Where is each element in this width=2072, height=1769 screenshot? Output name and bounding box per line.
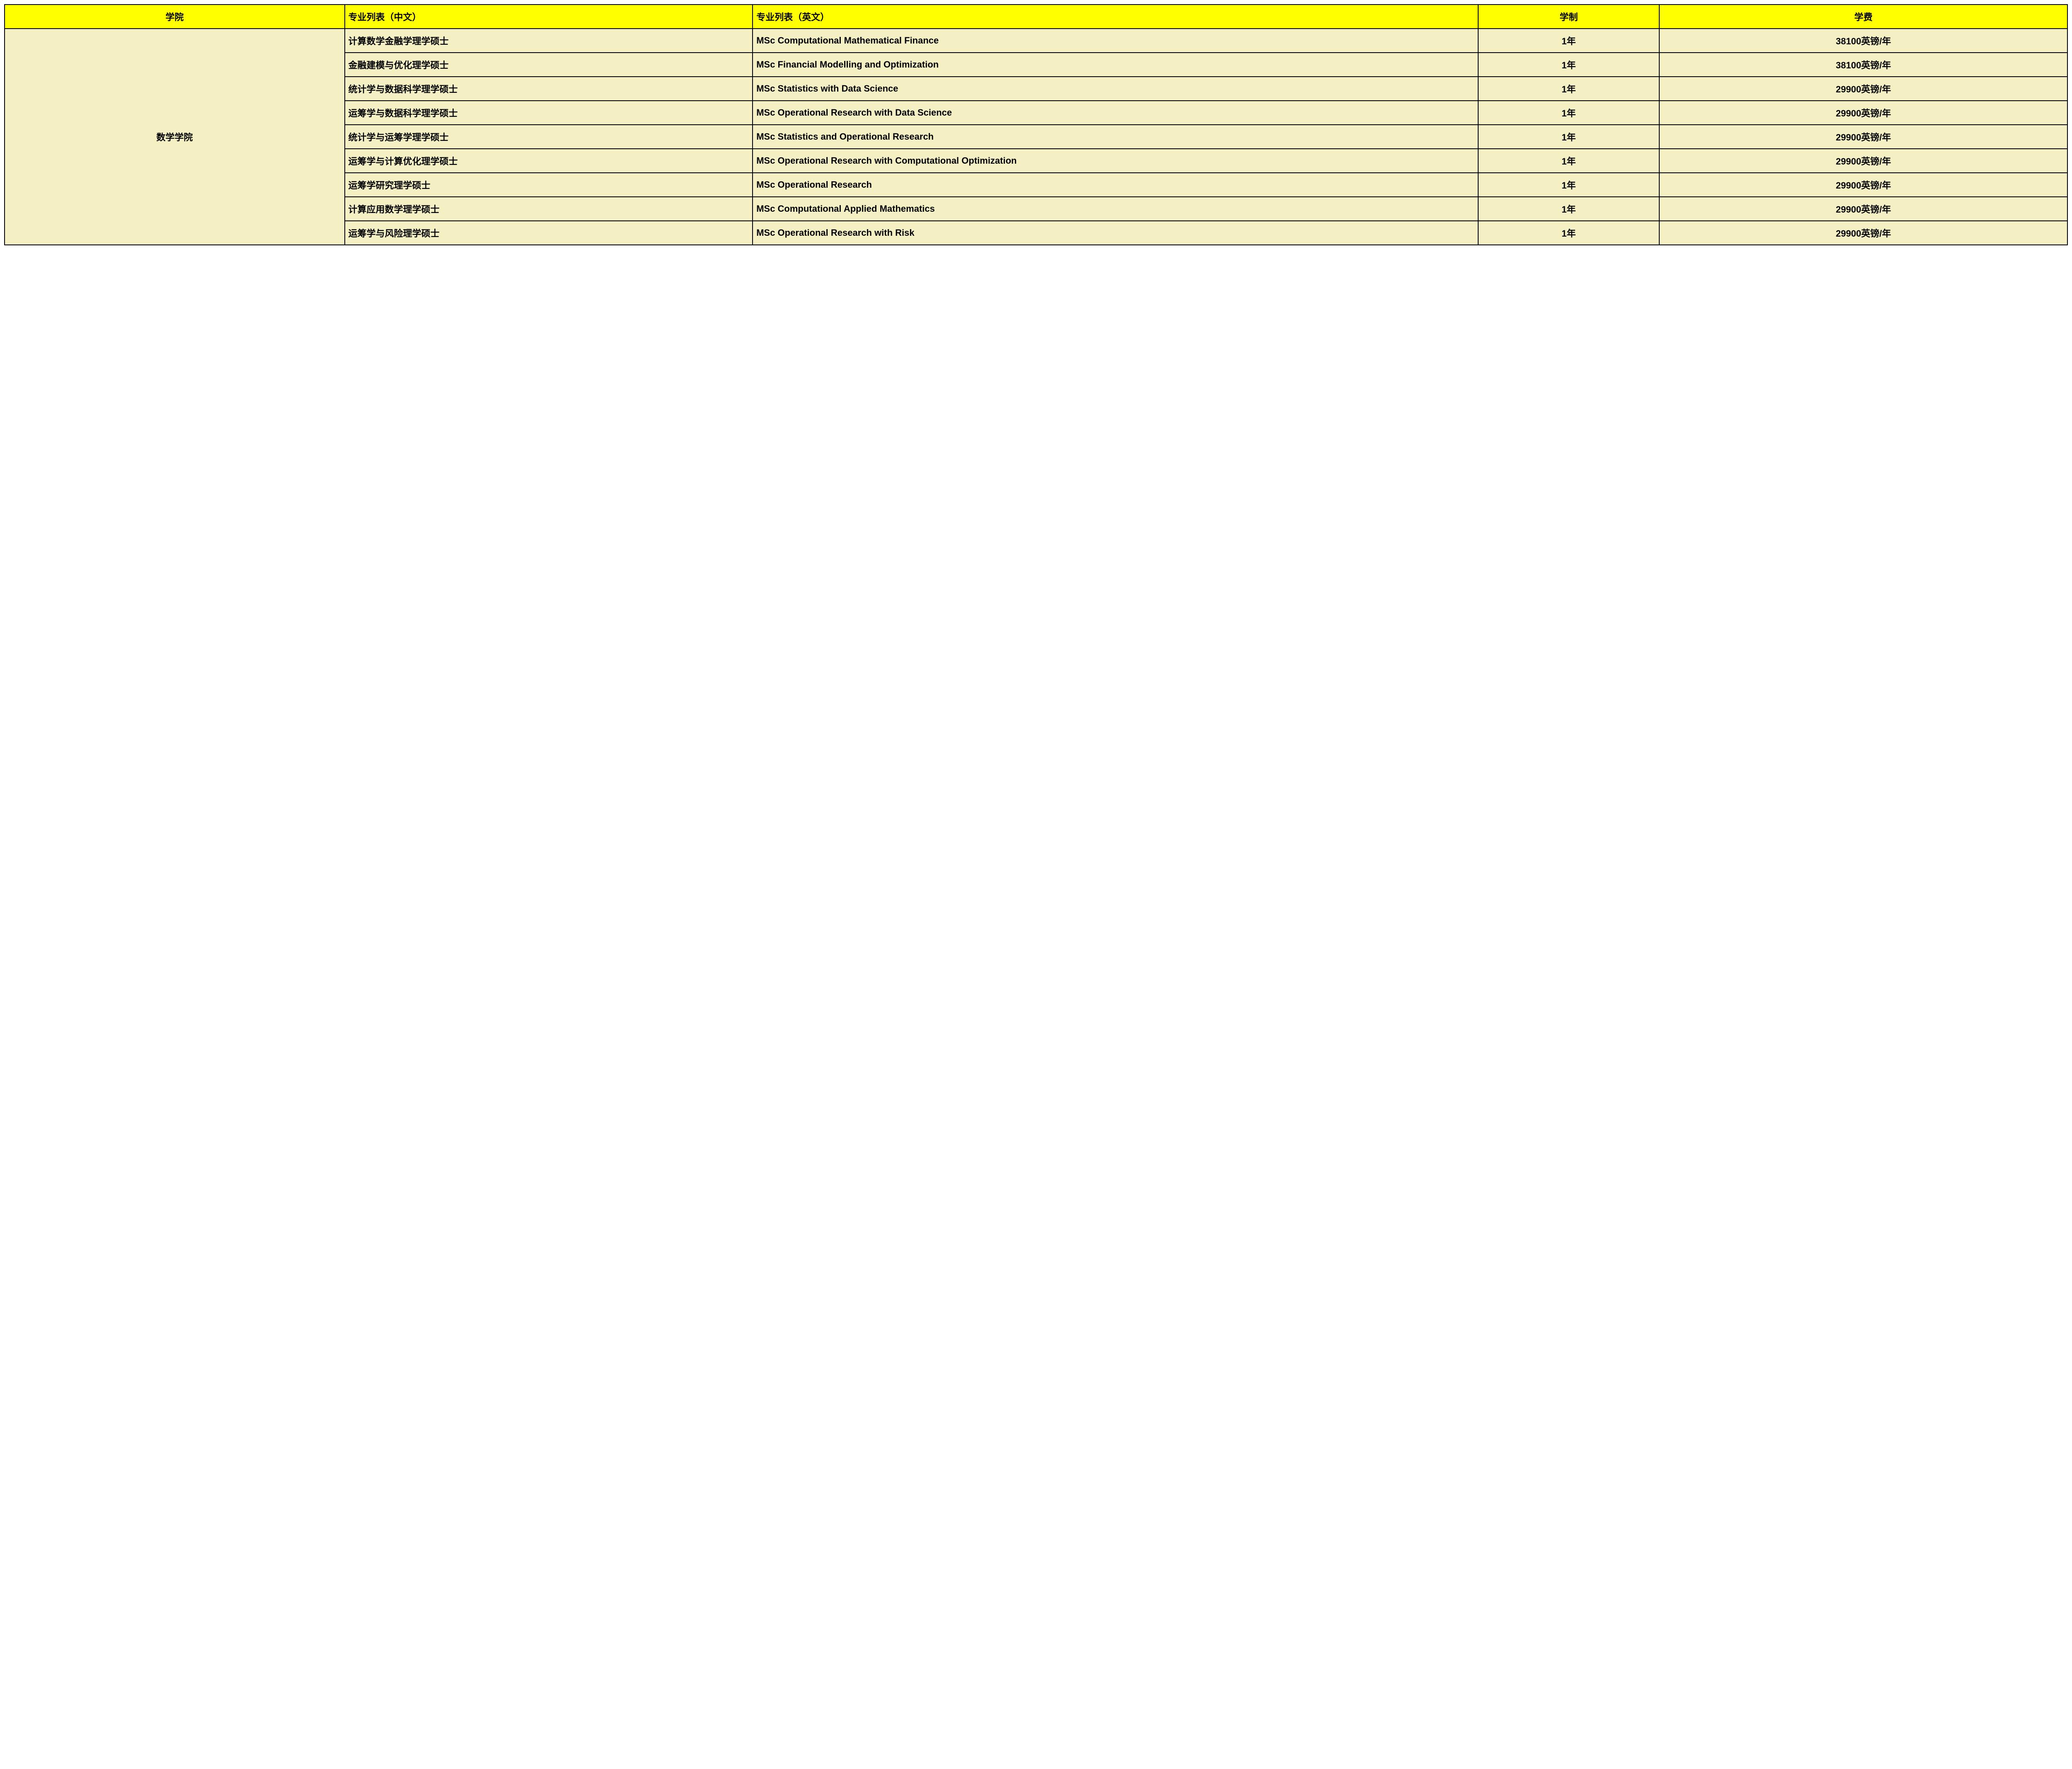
cell-fee: 29900英镑/年 — [1659, 173, 2067, 197]
cell-duration: 1年 — [1478, 29, 1660, 53]
table-row: 数学学院 计算数学金融学理学硕士 MSc Computational Mathe… — [5, 29, 2067, 53]
cell-duration: 1年 — [1478, 101, 1660, 125]
cell-cn: 统计学与数据科学理学硕士 — [345, 77, 753, 101]
cell-cn: 金融建模与优化理学硕士 — [345, 53, 753, 77]
cell-cn: 运筹学与数据科学理学硕士 — [345, 101, 753, 125]
header-school: 学院 — [5, 5, 345, 29]
cell-duration: 1年 — [1478, 197, 1660, 221]
cell-duration: 1年 — [1478, 149, 1660, 173]
table-header: 学院 专业列表（中文） 专业列表（英文） 学制 学费 — [5, 5, 2067, 29]
cell-fee: 29900英镑/年 — [1659, 149, 2067, 173]
cell-fee: 29900英镑/年 — [1659, 101, 2067, 125]
cell-cn: 计算应用数学理学硕士 — [345, 197, 753, 221]
cell-cn: 计算数学金融学理学硕士 — [345, 29, 753, 53]
cell-cn: 运筹学与计算优化理学硕士 — [345, 149, 753, 173]
cell-fee: 38100英镑/年 — [1659, 53, 2067, 77]
cell-en: MSc Statistics and Operational Research — [753, 125, 1478, 149]
cell-cn: 运筹学研究理学硕士 — [345, 173, 753, 197]
cell-duration: 1年 — [1478, 77, 1660, 101]
cell-en: MSc Computational Applied Mathematics — [753, 197, 1478, 221]
cell-en: MSc Statistics with Data Science — [753, 77, 1478, 101]
cell-fee: 29900英镑/年 — [1659, 77, 2067, 101]
cell-en: MSc Operational Research with Computatio… — [753, 149, 1478, 173]
cell-en: MSc Computational Mathematical Finance — [753, 29, 1478, 53]
cell-fee: 29900英镑/年 — [1659, 125, 2067, 149]
cell-fee: 29900英镑/年 — [1659, 197, 2067, 221]
cell-cn: 运筹学与风险理学硕士 — [345, 221, 753, 245]
cell-en: MSc Financial Modelling and Optimization — [753, 53, 1478, 77]
header-fee: 学费 — [1659, 5, 2067, 29]
cell-cn: 统计学与运筹学理学硕士 — [345, 125, 753, 149]
cell-duration: 1年 — [1478, 221, 1660, 245]
cell-duration: 1年 — [1478, 53, 1660, 77]
header-duration: 学制 — [1478, 5, 1660, 29]
cell-duration: 1年 — [1478, 173, 1660, 197]
cell-en: MSc Operational Research with Risk — [753, 221, 1478, 245]
programs-table: 学院 专业列表（中文） 专业列表（英文） 学制 学费 数学学院 计算数学金融学理… — [4, 4, 2068, 245]
cell-fee: 29900英镑/年 — [1659, 221, 2067, 245]
cell-en: MSc Operational Research — [753, 173, 1478, 197]
header-row: 学院 专业列表（中文） 专业列表（英文） 学制 学费 — [5, 5, 2067, 29]
header-en: 专业列表（英文） — [753, 5, 1478, 29]
cell-en: MSc Operational Research with Data Scien… — [753, 101, 1478, 125]
cell-fee: 38100英镑/年 — [1659, 29, 2067, 53]
table-body: 数学学院 计算数学金融学理学硕士 MSc Computational Mathe… — [5, 29, 2067, 245]
cell-duration: 1年 — [1478, 125, 1660, 149]
school-cell: 数学学院 — [5, 29, 345, 245]
header-cn: 专业列表（中文） — [345, 5, 753, 29]
